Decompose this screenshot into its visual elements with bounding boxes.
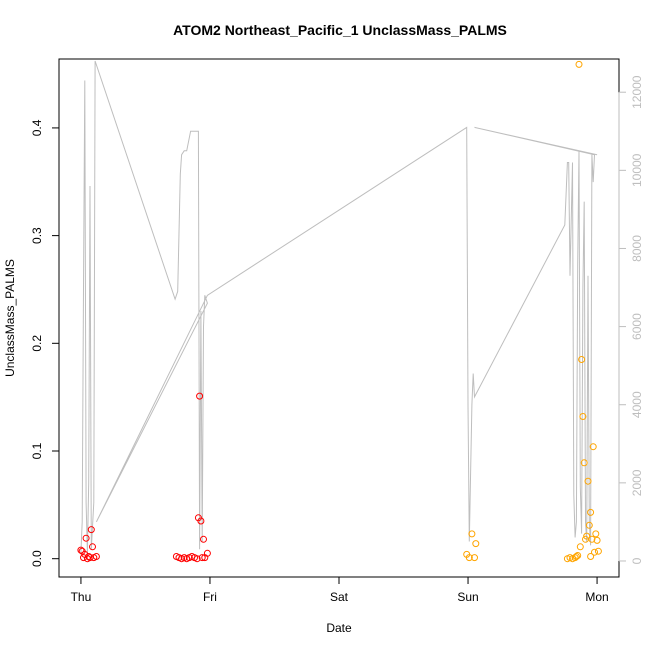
data-point-s2-20 [585,521,593,529]
data-point-s1-24 [197,517,205,525]
x-axis: Thu Fri Sat Sun Mon [71,576,609,604]
data-point-s2-23 [588,535,596,543]
data-point-s1-8 [86,554,94,562]
x-tick-label: Thu [71,590,92,604]
y2-tick-label: 4000 [630,391,644,418]
data-point-s2-12 [575,60,583,68]
plot-frame [58,58,620,578]
data-point-s1-23 [196,392,204,400]
data-point-s2-26 [592,530,600,538]
data-point-s2-19 [584,477,592,485]
x-tick-label: Sat [330,590,349,604]
data-point-s2-14 [578,356,586,363]
y-tick-label: 0.0 [30,550,44,567]
data-point-s1-28 [203,549,211,557]
data-point-s1-9 [87,526,95,534]
data-point-s2-22 [587,553,595,560]
data-point-s1-26 [200,535,207,543]
data-point-s1-21 [193,555,201,563]
y2-tick-label: 8000 [630,235,644,262]
data-point-s1-10 [89,543,96,551]
data-point-s2-21 [587,508,595,516]
data-point-s2-18 [583,532,591,540]
y2-tick-label: 0 [630,557,644,564]
y2-tick-label: 2000 [630,469,644,496]
data-point-s2-3 [468,530,476,538]
y2-tick-label: 6000 [630,313,644,340]
altitude-line [80,60,598,554]
data-point-s1-5 [82,534,90,542]
y2-tick-label: 10000 [630,153,644,187]
y-axis-label: UnclassMass_PALMS [3,259,17,377]
chart-title: ATOM2 Northeast_Pacific_1 UnclassMass_PA… [173,22,507,38]
y-tick-label: 0.3 [30,227,44,244]
data-point-s2-11 [574,552,582,559]
data-point-s2-2 [465,554,473,562]
y-axis-right: 0 2000 4000 6000 8000 10000 12000 [618,75,644,564]
y-axis-left: 0.0 0.1 0.2 0.3 0.4 [30,119,60,567]
altitude-line-layer [80,60,598,554]
data-point-s2-28 [594,547,602,555]
data-point-s2-25 [591,548,598,556]
data-point-s2-15 [579,413,587,420]
y-tick-label: 0.4 [30,119,44,136]
data-point-s2-16 [580,459,588,467]
data-point-s2-10 [572,553,580,560]
x-tick-label: Fri [203,590,217,604]
data-point-s1-1 [77,546,85,554]
x-tick-label: Mon [585,590,608,604]
data-point-s1-12 [92,553,100,560]
data-point-s1-7 [85,553,93,560]
y-tick-label: 0.2 [30,335,44,352]
data-point-s2-5 [472,540,480,548]
y-tick-label: 0.1 [30,442,44,459]
data-point-s1-25 [198,554,206,562]
points-layer [77,60,602,563]
data-point-s2-24 [589,443,597,451]
data-point-s2-27 [593,536,601,544]
x-axis-label: Date [326,621,352,635]
x-tick-label: Sun [457,590,478,604]
y2-tick-label: 12000 [630,75,644,109]
data-point-s2-13 [576,543,584,551]
data-point-s2-4 [471,554,478,562]
